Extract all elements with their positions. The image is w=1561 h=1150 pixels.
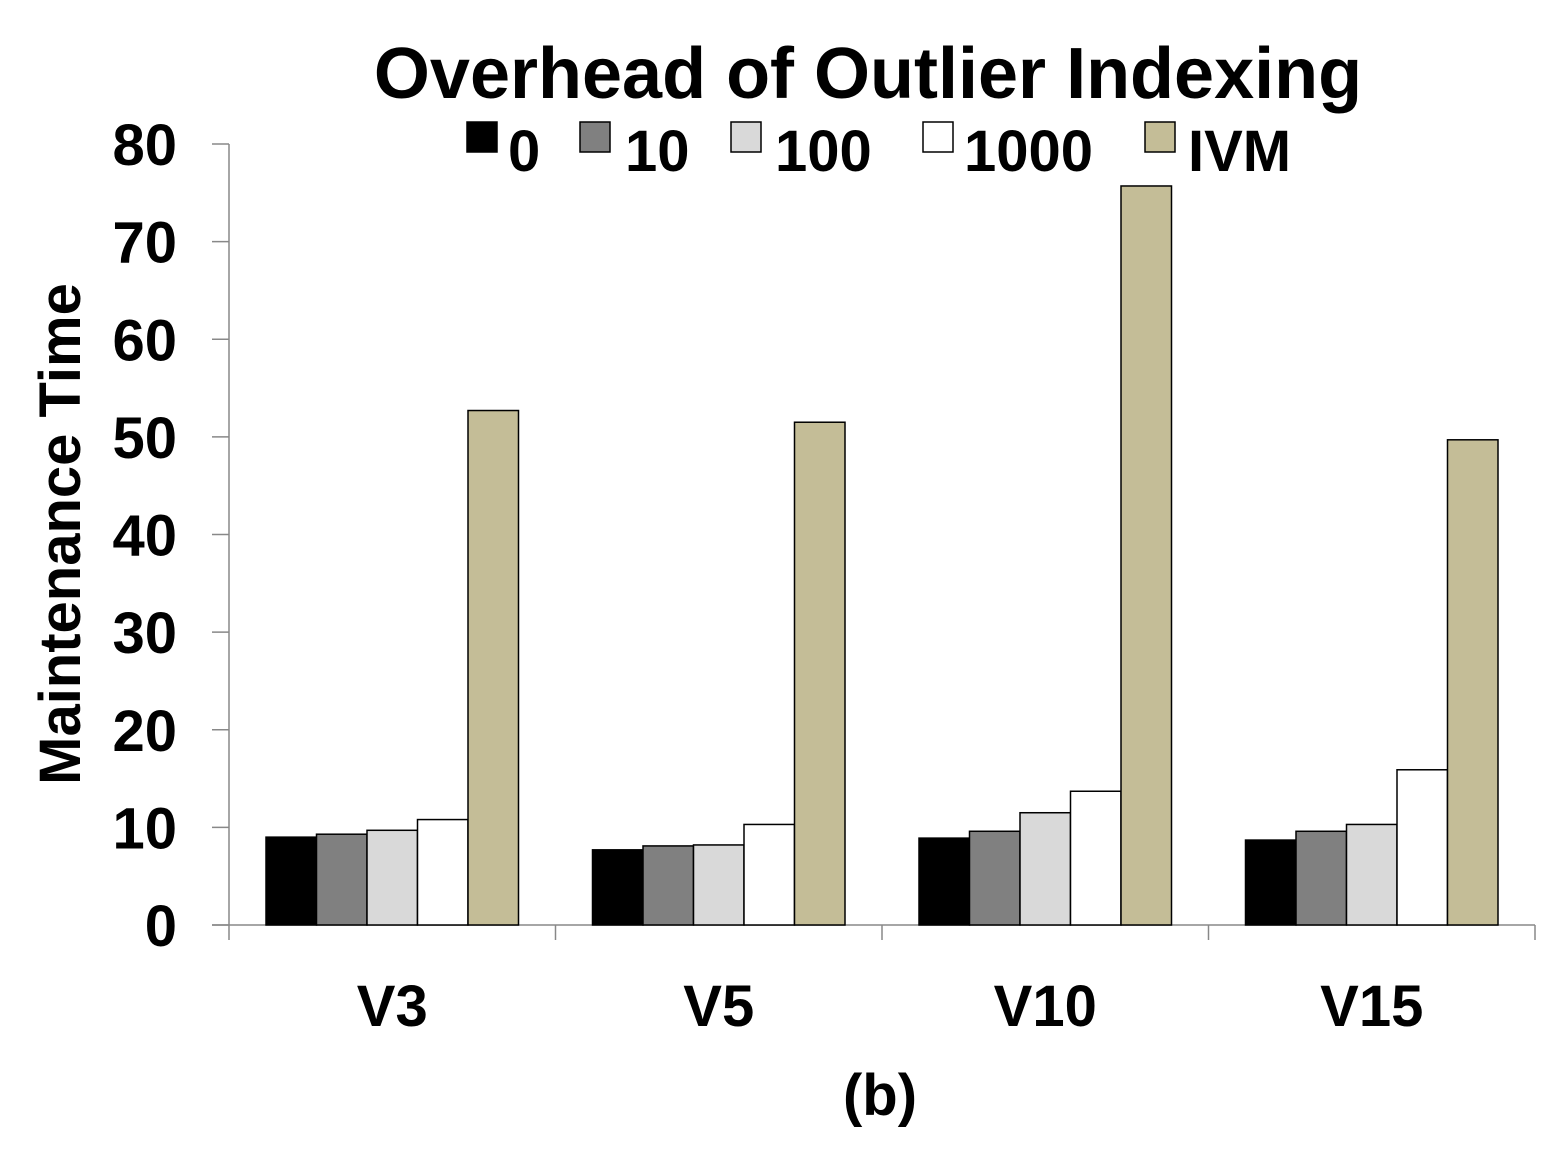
legend-swatch [466,121,498,153]
bar-v15-series-ivm [1446,439,1499,926]
bar-v10-series-ivm [1120,185,1173,926]
legend-swatch [579,121,611,153]
legend-swatch [730,121,762,153]
bar-v5-series-ivm [793,421,846,926]
x-category-label: V15 [1320,974,1423,1039]
y-axis: 0 10 20 30 40 50 60 70 80 [112,113,230,959]
bar-v10-series-1000 [1069,790,1122,926]
bar-v5-series-1000 [743,823,796,926]
y-axis-label: Maintenance Time [28,283,93,785]
bar-v15-series-1000 [1396,769,1449,926]
legend: 0 10 100 1000 IVM [466,119,1291,184]
x-category-label: V10 [994,974,1097,1039]
legend-label: 1000 [964,119,1093,184]
bar-v15-series-0 [1244,839,1297,926]
y-tick-label: 0 [145,894,177,959]
legend-swatch [1144,121,1176,153]
y-tick-label: 10 [112,796,177,861]
bar-v5-series-10 [642,845,695,926]
legend-label: IVM [1188,119,1291,184]
bar-v10-series-100 [1019,811,1072,926]
y-tick-label: 40 [112,504,177,569]
y-tick-label: 30 [112,601,177,666]
bar-v3-series-100 [366,829,419,926]
legend-label: 10 [625,119,690,184]
bar-v15-series-10 [1295,830,1348,926]
x-category-label: V3 [357,974,428,1039]
x-axis-label: (b) [843,1063,917,1128]
y-tick-label: 70 [112,211,177,276]
bars [265,185,1499,926]
bar-v15-series-100 [1345,823,1398,926]
y-tick-label: 60 [112,308,177,373]
y-tick-label: 20 [112,699,177,764]
y-tick-label: 50 [112,406,177,471]
x-axis: V3 V5 V10 V15 [212,924,1536,1039]
bar-v5-series-100 [692,844,745,926]
legend-label: 0 [508,119,540,184]
legend-swatch [922,121,954,153]
x-category-label: V5 [683,974,754,1039]
bar-v3-series-1000 [416,818,469,926]
bar-v10-series-0 [918,837,971,926]
bar-v3-series-0 [265,836,318,926]
bar-v10-series-10 [968,830,1021,926]
legend-label: 100 [775,119,872,184]
bar-v5-series-0 [591,849,644,926]
bar-v3-series-10 [315,833,368,926]
bar-v3-series-ivm [467,409,520,926]
chart-title: Overhead of Outlier Indexing [374,34,1362,114]
y-tick-label: 80 [112,113,177,178]
